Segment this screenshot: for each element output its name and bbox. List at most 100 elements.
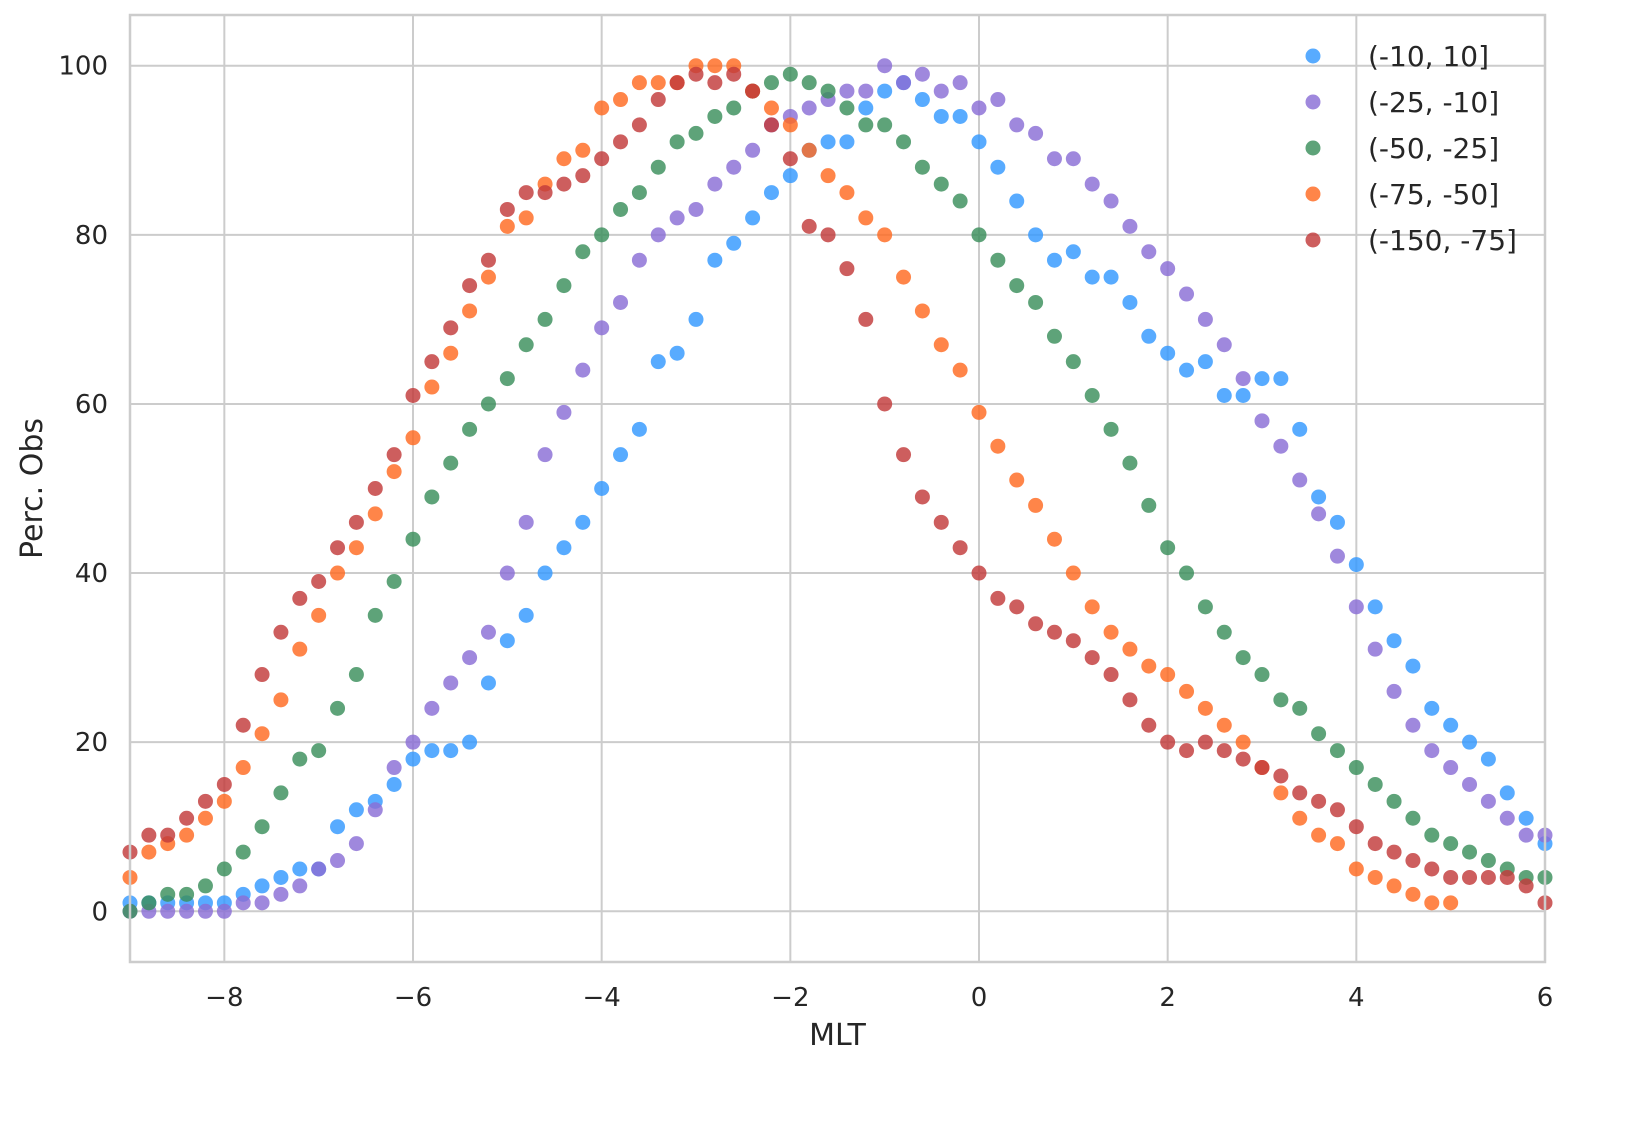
data-point: [631, 185, 647, 201]
legend: (-10, 10] (-25, -10] (-50, -25] (-75, -50] (…: [1305, 40, 1517, 257]
data-point: [858, 117, 874, 133]
data-point: [1179, 565, 1195, 581]
data-point: [367, 506, 383, 522]
legend-marker: [1305, 232, 1321, 248]
data-point: [480, 252, 496, 268]
data-point: [726, 100, 742, 116]
data-point: [1028, 227, 1044, 243]
data-point: [480, 269, 496, 285]
data-point: [971, 134, 987, 150]
data-point: [820, 168, 836, 184]
series-4: [122, 66, 1553, 911]
data-point: [443, 345, 459, 361]
data-point: [650, 92, 666, 108]
data-point: [386, 760, 402, 776]
data-point: [1480, 751, 1496, 767]
data-point: [1311, 793, 1327, 809]
data-point: [1405, 717, 1421, 733]
data-point: [613, 134, 629, 150]
data-point: [311, 743, 327, 759]
data-point: [1348, 861, 1364, 877]
data-point: [1424, 743, 1440, 759]
data-point: [443, 320, 459, 336]
data-point: [1084, 176, 1100, 192]
legend-label: (-25, -10]: [1368, 86, 1499, 119]
data-point: [1292, 785, 1308, 801]
data-point: [1103, 667, 1119, 683]
data-point: [1160, 734, 1176, 750]
data-point: [1386, 683, 1402, 699]
data-point: [273, 692, 289, 708]
data-point: [1179, 743, 1195, 759]
data-point: [650, 354, 666, 370]
data-point: [613, 201, 629, 217]
data-point: [575, 514, 591, 530]
data-points: [122, 58, 1553, 919]
data-point: [1462, 844, 1478, 860]
data-point: [650, 227, 666, 243]
data-point: [1254, 371, 1270, 387]
data-point: [1235, 751, 1251, 767]
data-point: [1311, 506, 1327, 522]
x-axis-ticks: −8 −6 −4 −2 0 2 4 6: [205, 983, 1553, 1013]
data-point: [330, 540, 346, 556]
data-point: [292, 590, 308, 606]
data-point: [858, 210, 874, 226]
grid: [130, 15, 1546, 962]
data-point: [254, 878, 270, 894]
x-tick-label: −6: [394, 983, 432, 1013]
data-point: [669, 75, 685, 91]
series-2: [122, 66, 1553, 919]
data-point: [1216, 387, 1232, 403]
data-point: [971, 404, 987, 420]
data-point: [1028, 294, 1044, 310]
data-point: [1329, 802, 1345, 818]
data-point: [1386, 844, 1402, 860]
data-point: [424, 743, 440, 759]
x-tick-label: 4: [1348, 983, 1365, 1013]
data-point: [141, 827, 157, 843]
data-point: [480, 675, 496, 691]
data-point: [330, 853, 346, 869]
data-point: [292, 878, 308, 894]
data-point: [1292, 421, 1308, 437]
data-point: [669, 210, 685, 226]
data-point: [462, 278, 478, 294]
data-point: [480, 396, 496, 412]
y-tick-label: 20: [75, 728, 108, 758]
data-point: [1424, 827, 1440, 843]
data-point: [1329, 743, 1345, 759]
data-point: [462, 650, 478, 666]
data-point: [424, 354, 440, 370]
data-point: [462, 421, 478, 437]
data-point: [1443, 895, 1459, 911]
data-point: [1122, 692, 1138, 708]
data-point: [556, 404, 572, 420]
data-point: [1348, 760, 1364, 776]
data-point: [1065, 565, 1081, 581]
x-tick-label: −8: [205, 983, 243, 1013]
y-axis-label: Perc. Obs: [15, 418, 50, 559]
data-point: [1084, 650, 1100, 666]
data-point: [1122, 218, 1138, 234]
data-point: [952, 362, 968, 378]
data-point: [367, 481, 383, 496]
data-point: [914, 303, 930, 319]
data-point: [1386, 793, 1402, 809]
data-point: [726, 235, 742, 251]
data-point: [348, 836, 364, 852]
data-point: [952, 108, 968, 124]
data-point: [631, 117, 647, 133]
data-point: [1122, 455, 1138, 471]
data-point: [801, 100, 817, 116]
data-point: [933, 176, 949, 192]
data-point: [1235, 371, 1251, 387]
data-point: [1311, 827, 1327, 843]
data-point: [613, 92, 629, 108]
data-point: [726, 66, 742, 82]
data-point: [575, 244, 591, 260]
data-point: [311, 574, 327, 590]
data-point: [1273, 785, 1289, 801]
data-point: [896, 269, 912, 285]
data-point: [1197, 599, 1213, 615]
